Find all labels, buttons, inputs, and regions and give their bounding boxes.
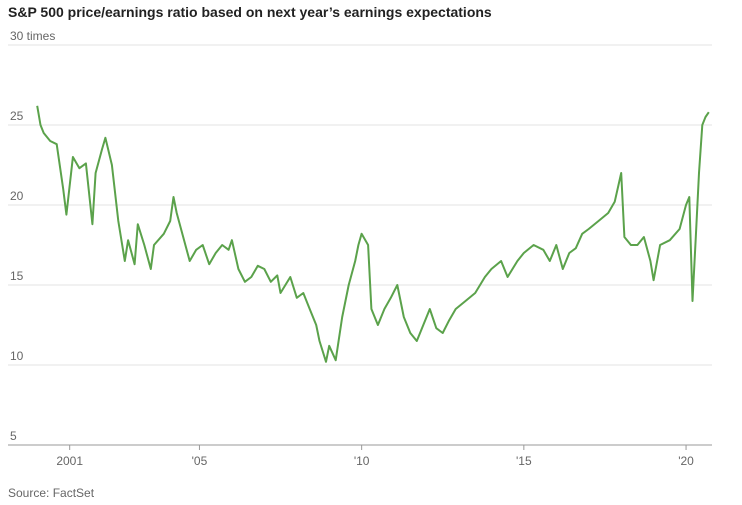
line (36, 105, 710, 363)
y-tick-label: 10 (10, 349, 24, 363)
x-tick-label: '15 (516, 454, 532, 468)
x-tick-label: '10 (354, 454, 370, 468)
chart-title: S&P 500 price/earnings ratio based on ne… (8, 4, 492, 20)
x-tick-label: '05 (192, 454, 208, 468)
y-tick-label: 20 (10, 189, 24, 203)
x-tick-label: 2001 (56, 454, 83, 468)
y-tick-label: 15 (10, 269, 24, 283)
y-tick-label: 30 times (10, 29, 55, 43)
y-tick-label: 25 (10, 109, 24, 123)
x-tick-label: '20 (678, 454, 694, 468)
y-tick-label: 5 (10, 429, 17, 443)
source: Source: FactSet (8, 486, 95, 500)
